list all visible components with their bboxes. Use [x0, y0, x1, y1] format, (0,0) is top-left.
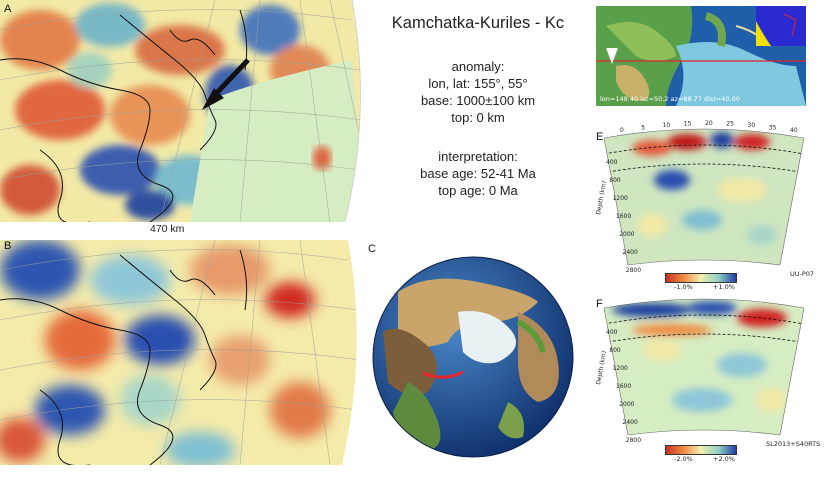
colorbar-e	[665, 273, 737, 283]
depth-tick: 1200	[613, 365, 628, 372]
colorbar-f-min: -2.0%	[674, 455, 693, 463]
depth-tick: 2000	[619, 401, 634, 408]
interpretation-base-age: base age: 52-41 Ma	[420, 166, 536, 181]
distance-tick: 40	[790, 127, 798, 134]
depth-tick: 2400	[623, 419, 638, 426]
inset-profile-params: lon=148.40 lat=50.2 az=88.77 dist=40.00	[600, 95, 740, 103]
depth-tick: 2400	[623, 249, 638, 256]
inset-map	[596, 6, 806, 106]
depth-tick: 400	[606, 329, 618, 336]
distance-tick: 20	[705, 120, 713, 127]
scale-bar-label: 470 km	[150, 223, 185, 235]
anomaly-heading: anomaly:	[451, 59, 505, 74]
depth-tick: 1600	[616, 213, 631, 220]
panel-label-f: F	[596, 298, 603, 310]
anomaly-base: base: 1000±100 km	[420, 93, 536, 108]
depth-tick: 800	[609, 177, 621, 184]
section-e-model: UU-P07	[790, 270, 815, 278]
colorbar-f	[665, 445, 737, 455]
colorbar-e-min: -1.0%	[674, 283, 693, 291]
depth-tick: 1200	[613, 195, 628, 202]
section-e: 0 5 10 15 20 25 30 35 40 400 800 1200 1600 2000 2400 2…	[592, 120, 817, 290]
panel-b-map	[0, 240, 365, 465]
panel-label-a: A	[4, 3, 12, 15]
depth-tick: 1600	[616, 383, 631, 390]
distance-tick: 15	[684, 121, 692, 128]
distance-tick: 25	[726, 121, 734, 128]
depth-tick: 2800	[626, 267, 641, 274]
distance-tick: 5	[641, 124, 645, 131]
depth-tick: 800	[609, 347, 621, 354]
panel-label-e: E	[596, 131, 604, 143]
anomaly-top: top: 0 km	[451, 110, 505, 125]
section-e-depth-label: Depth (km)	[595, 180, 608, 215]
panel-label-c: C	[368, 243, 376, 255]
depth-tick: 2800	[626, 437, 641, 444]
colorbar-e-max: +1.0%	[713, 283, 735, 291]
section-f-depth-label: Depth (km)	[595, 350, 608, 385]
colorbar-f-max: +2.0%	[713, 455, 735, 463]
page-title: Kamchatka-Kuriles - Kc	[391, 14, 565, 32]
anomaly-lonlat: lon, lat: 155°, 55°	[428, 76, 528, 91]
distance-tick: 30	[748, 122, 756, 129]
globe	[368, 252, 578, 462]
section-f: 400 800 1200 1600 2000 2400 2800 Depth (km)	[592, 290, 817, 460]
distance-tick: 10	[663, 122, 671, 129]
panel-a-map	[0, 0, 365, 223]
interpretation-top-age: top age: 0 Ma	[438, 183, 518, 198]
panel-label-b: B	[4, 240, 12, 252]
distance-tick: 0	[620, 127, 624, 134]
interpretation-heading: interpretation:	[438, 149, 518, 164]
distance-tick: 35	[769, 124, 777, 131]
depth-tick: 2000	[619, 231, 634, 238]
section-f-model: SL2013+S40RTS	[766, 440, 821, 448]
depth-tick: 400	[606, 159, 618, 166]
